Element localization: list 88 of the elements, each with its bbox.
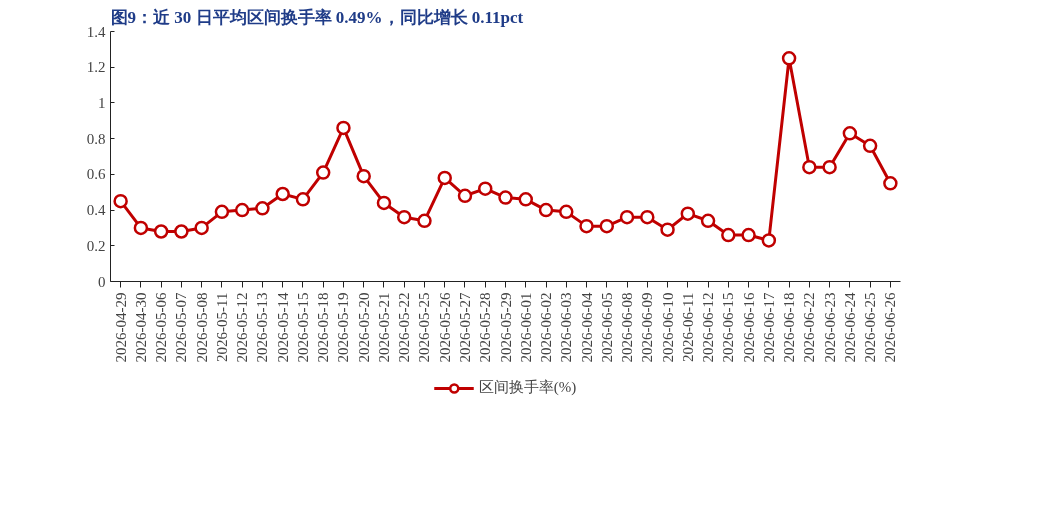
x-tick-label: 2026-04-29 (112, 292, 129, 363)
x-tick-label: 2026-06-15 (720, 292, 737, 363)
x-tick-label: 2026-05-11 (213, 292, 230, 362)
y-tick-label: 0 (98, 273, 106, 290)
x-tick-label: 2026-06-03 (558, 292, 575, 363)
x-tick-label: 2026-05-27 (456, 292, 473, 363)
point (113, 193, 128, 209)
point (680, 206, 696, 221)
legend-label: 区间换手率(%) (478, 378, 577, 397)
y-tick-label: 0.6 (86, 166, 106, 183)
x-tick-label: 2026-05-26 (436, 292, 453, 363)
point (660, 222, 675, 237)
point (174, 224, 189, 239)
y-tick-label: 1.2 (86, 59, 106, 76)
point (619, 209, 635, 225)
x-tick-label: 2026-06-10 (659, 292, 676, 363)
x-tick-label: 2026-06-01 (517, 292, 534, 363)
point (275, 186, 290, 202)
y-tick-label: 1.4 (86, 23, 106, 40)
x-tick-label: 2026-06-04 (578, 292, 595, 363)
point (194, 220, 209, 236)
point (457, 188, 473, 204)
point (842, 126, 858, 141)
point (315, 165, 331, 180)
x-tick-label: 2026-06-18 (781, 292, 798, 363)
x-tick-label: 2026-06-25 (862, 292, 879, 363)
x-tick-label: 2026-06-08 (619, 292, 636, 363)
point (538, 202, 554, 218)
x-tick-label: 2026-05-21 (375, 292, 392, 363)
point (417, 213, 432, 229)
x-tick-label: 2026-06-02 (538, 292, 555, 363)
point (559, 204, 574, 220)
x-tick-label: 2026-05-08 (193, 292, 210, 363)
x-tick-label: 2026-05-13 (254, 292, 271, 363)
point (518, 192, 534, 207)
point (822, 159, 837, 175)
point (862, 138, 878, 154)
point (883, 176, 898, 191)
x-tick-label: 2026-04-30 (132, 292, 149, 363)
point (498, 190, 513, 205)
x-tick-label: 2026-06-26 (882, 292, 899, 363)
point (437, 170, 452, 186)
point (376, 195, 392, 211)
point (599, 218, 615, 234)
point (295, 192, 311, 207)
x-tick-label: 2026-05-06 (153, 292, 170, 363)
x-tick-label: 2026-05-28 (477, 292, 494, 363)
y-tick-label: 0.2 (86, 237, 106, 254)
x-tick-label: 2026-05-19 (335, 292, 352, 363)
point (761, 233, 777, 248)
x-tick-label: 2026-06-17 (760, 292, 777, 363)
point (396, 209, 412, 225)
x-tick-label: 2026-05-18 (315, 292, 332, 363)
point (781, 51, 797, 66)
chart-title: 图9：近 30 日平均区间换手率 0.49%，同比增长 0.11pct (110, 7, 524, 27)
x-tick-label: 2026-05-14 (274, 292, 291, 363)
point (579, 218, 594, 234)
x-tick-label: 2026-06-22 (801, 292, 818, 363)
x-tick-label: 2026-06-23 (821, 292, 838, 363)
x-tick-label: 2026-06-11 (679, 292, 696, 362)
point (133, 220, 149, 236)
x-tick-label: 2026-05-15 (294, 292, 311, 363)
point (802, 159, 817, 175)
x-tick-label: 2026-05-20 (355, 292, 372, 363)
x-tick-label: 2026-06-12 (700, 292, 717, 363)
x-tick-label: 2026-05-25 (416, 292, 433, 363)
point (741, 227, 756, 243)
point (153, 224, 169, 239)
x-tick-label: 2026-05-12 (234, 292, 251, 363)
point (255, 201, 270, 216)
y-tick-label: 0.4 (86, 202, 106, 219)
point (214, 204, 230, 220)
x-tick-label: 2026-06-16 (740, 292, 757, 363)
x-tick-label: 2026-05-22 (396, 292, 413, 363)
point (234, 202, 250, 218)
point (336, 120, 351, 136)
point (477, 181, 493, 196)
x-tick-label: 2026-05-29 (497, 292, 514, 363)
point (721, 227, 736, 243)
x-tick-label: 2026-06-09 (639, 292, 656, 363)
y-tick-label: 0.8 (86, 130, 106, 147)
y-tick-label: 1 (98, 94, 106, 111)
point (356, 168, 371, 184)
point (700, 213, 716, 229)
point (640, 209, 655, 225)
x-tick-label: 2026-06-05 (598, 292, 615, 363)
x-tick-label: 2026-06-24 (841, 292, 858, 363)
x-tick-label: 2026-05-07 (173, 292, 190, 363)
